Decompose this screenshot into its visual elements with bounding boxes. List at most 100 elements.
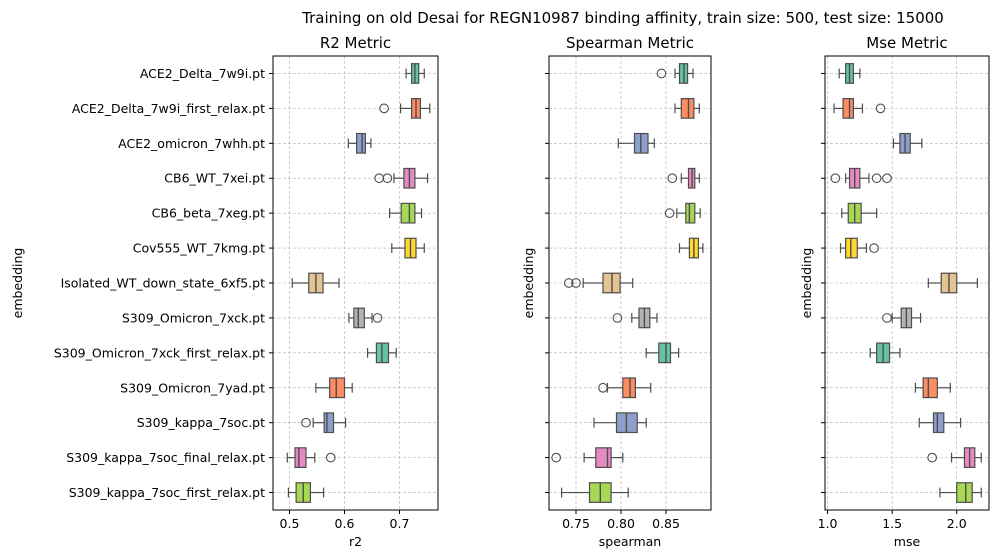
y-tick-label: Isolated_WT_down_state_6xf5.pt [61,276,266,291]
box-12 [939,482,982,503]
outlier-point [379,103,389,114]
box-8 [367,342,397,364]
y-axis-label: embedding [10,248,25,319]
box-iqr [680,98,695,119]
box-6 [291,272,340,294]
box-iqr [842,98,855,119]
box-5 [391,237,425,259]
box-2 [347,132,372,154]
box-4 [841,202,878,224]
box-4 [389,202,423,224]
outlier-point [927,452,938,463]
box-2 [892,132,923,154]
x-tick-label: 0.7 [390,516,410,531]
box-iqr [622,377,636,399]
box-iqr [323,412,335,434]
panel-title: Mse Metric [866,34,947,52]
box-5 [839,237,879,259]
outlier-point [882,313,892,323]
box-iqr [294,447,307,468]
box-9 [315,377,353,399]
x-tick-label: 0.5 [280,516,300,531]
box-iqr [685,202,696,224]
box-iqr [400,202,416,224]
outlier-point [656,68,667,79]
x-axis-label: mse [894,534,921,549]
box-7 [882,307,922,329]
box-9 [598,377,652,399]
box-6 [563,272,634,294]
outlier-point [571,278,581,288]
y-tick-label: ACE2_Delta_7w9i.pt [140,66,265,81]
x-tick-label: 1.0 [818,516,838,531]
outlier-point [372,313,383,323]
y-tick-label: S309_Omicron_7xck.pt [122,310,265,325]
box-9 [914,377,951,399]
y-axis-label: embedding [521,248,536,319]
box-3 [374,167,429,189]
box-6 [927,272,978,294]
box-11 [551,447,624,468]
box-10 [301,412,347,434]
x-tick-label: 0.6 [335,516,355,531]
y-tick-label: CB6_WT_7xei.pt [164,171,265,186]
x-axis-label: spearman [599,534,661,549]
panel-0: ACE2_Delta_7w9i.pt ACE2_Delta_7w9i_first_… [10,34,439,549]
box-7 [348,307,383,329]
box-8 [869,342,901,364]
box-10 [918,412,962,434]
box-iqr [595,447,612,468]
y-tick-label: Cov555_WT_7kmg.pt [133,241,265,256]
outlier-point [664,208,675,219]
box-0 [405,63,425,84]
box-12 [287,482,325,503]
y-tick-label: S309_kappa_7soc.pt [137,415,265,430]
box-1 [833,98,886,119]
box-iqr [922,377,938,399]
panel-2: 1.0 1.5 2.0 Mse Metric mse embedding [799,34,990,549]
box-1 [674,98,700,119]
panel-1: 0.75 0.80 0.85 Spearman Metric spearman embed… [521,34,712,549]
y-tick-label: CB6_beta_7xeg.pt [152,206,265,221]
box-3 [830,167,892,189]
box-0 [838,63,861,84]
box-4 [664,202,701,224]
outlier-point [382,173,393,184]
box-5 [678,237,704,259]
box-iqr [353,307,365,329]
y-tick-label: S309_Omicron_7xck_first_relax.pt [54,345,265,360]
outlier-point [551,452,562,463]
figure-suptitle: Training on old Desai for REGN10987 bind… [301,9,944,27]
outlier-point [563,278,574,288]
outlier-point [869,243,879,253]
box-12 [560,482,629,503]
box-1 [379,98,431,119]
x-tick-label: 2.0 [947,516,967,531]
box-iqr [658,342,672,364]
outlier-point [882,173,892,184]
box-3 [667,167,700,189]
x-tick-label: 0.75 [562,516,590,531]
y-tick-label: S309_Omicron_7yad.pt [120,380,265,395]
y-tick-label: ACE2_Delta_7w9i_first_relax.pt [72,101,265,116]
y-tick-label: ACE2_omicron_7whh.pt [118,136,265,151]
outlier-point [598,382,608,393]
outlier-point [875,103,886,114]
x-tick-label: 0.85 [652,516,680,531]
panel-title: R2 Metric [320,34,391,52]
box-10 [593,412,647,434]
y-tick-label: S309_kappa_7soc_first_relax.pt [69,485,265,500]
outlier-point [871,173,882,184]
box-11 [927,447,982,468]
panel-title: Spearman Metric [566,34,694,52]
x-tick-label: 0.80 [607,516,635,531]
y-axis-label: embedding [799,248,814,319]
x-tick-label: 1.5 [882,516,902,531]
box-8 [645,342,680,364]
box-iqr [956,482,973,503]
box-0 [656,63,694,84]
box-7 [612,307,658,329]
box-iqr [356,132,367,154]
x-axis-label: r2 [349,534,362,549]
